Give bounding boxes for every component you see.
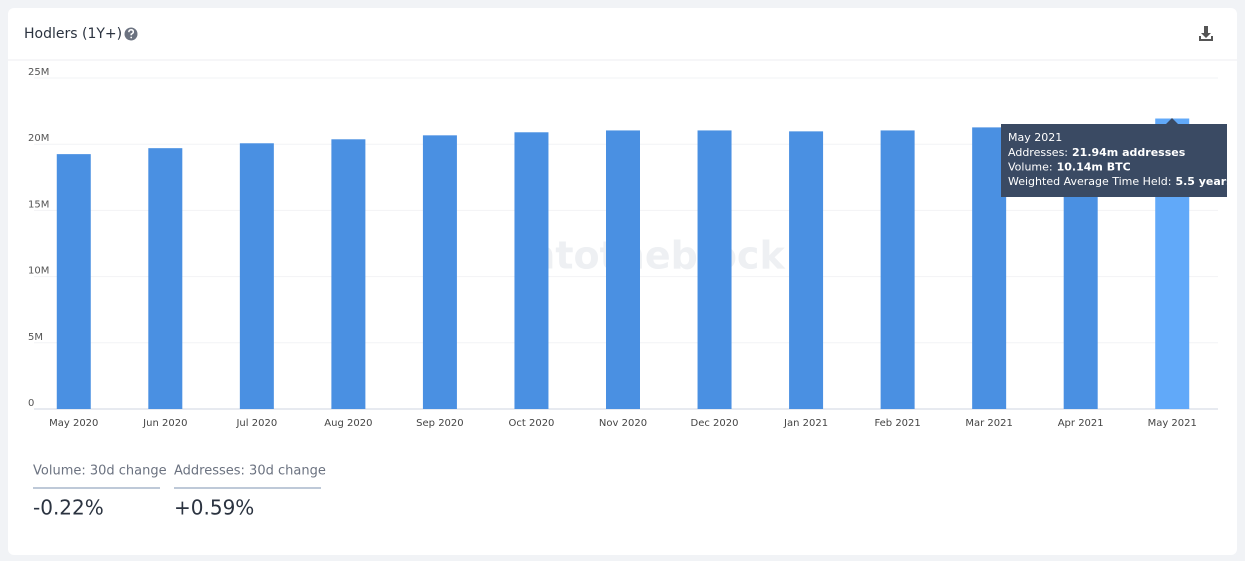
- x-tick-label: Feb 2021: [874, 418, 920, 429]
- tooltip-value: 10.14m BTC: [1057, 161, 1131, 174]
- y-tick-label: 0: [28, 398, 34, 409]
- x-tick-label: Jan 2021: [783, 418, 828, 429]
- x-tick-label: Nov 2020: [599, 418, 647, 429]
- widget-title: Hodlers (1Y+): [24, 26, 122, 42]
- stat-value: -0.22%: [33, 496, 104, 520]
- tooltip-row: Volume: 10.14m BTC: [1008, 161, 1131, 174]
- bar: [422, 135, 457, 409]
- x-tick-label: Apr 2021: [1058, 418, 1104, 429]
- bar: [239, 143, 274, 409]
- tooltip-value: 5.5 years: [1175, 175, 1233, 188]
- tooltip-label: Addresses:: [1008, 146, 1068, 159]
- bar: [789, 131, 824, 410]
- tooltip-label: Weighted Average Time Held:: [1008, 175, 1171, 188]
- plot: intotheblock 0 5M 10M 15M 20M 25M May 2020 Jun 2…: [28, 67, 1218, 429]
- y-tick-label: 10M: [28, 266, 49, 277]
- tooltip-row: Weighted Average Time Held: 5.5 years: [1008, 175, 1233, 188]
- x-tick-label: Jul 2020: [235, 418, 277, 429]
- tooltip-row: Addresses: 21.94m addresses: [1008, 146, 1186, 159]
- bar: [331, 139, 366, 409]
- x-tick-label: May 2020: [49, 418, 98, 429]
- stat-label: Addresses: 30d change: [174, 464, 326, 479]
- x-tick-label: Sep 2020: [416, 418, 463, 429]
- stats: Volume: 30d change -0.22% Addresses: 30d c…: [33, 464, 326, 520]
- bar: [514, 132, 549, 409]
- y-tick-label: 20M: [28, 133, 49, 144]
- stat-label: Volume: 30d change: [33, 464, 167, 479]
- y-tick-label: 15M: [28, 199, 49, 210]
- bar: [697, 130, 732, 409]
- bar: [880, 130, 915, 409]
- download-button[interactable]: [1199, 26, 1213, 41]
- tooltip-title: May 2021: [1008, 131, 1062, 144]
- tooltip-value: 21.94m addresses: [1072, 146, 1186, 159]
- stat-value: +0.59%: [174, 496, 254, 520]
- x-tick-label: May 2021: [1148, 418, 1197, 429]
- help-icon[interactable]: [124, 27, 138, 41]
- bar: [56, 154, 91, 409]
- x-tick-label: Dec 2020: [691, 418, 739, 429]
- bar: [972, 127, 1007, 410]
- x-tick-label: Oct 2020: [509, 418, 555, 429]
- tooltip-label: Volume:: [1008, 161, 1053, 174]
- y-tick-label: 25M: [28, 67, 49, 78]
- bar: [606, 130, 640, 409]
- bar: [148, 148, 183, 409]
- x-tick-label: Jun 2020: [142, 418, 187, 429]
- y-tick-label: 5M: [28, 332, 43, 343]
- x-tick-label: Aug 2020: [324, 418, 372, 429]
- tooltip: May 2021 Addresses: 21.94m addresses Volume…: [1001, 118, 1233, 197]
- x-tick-label: Mar 2021: [965, 418, 1013, 429]
- watermark: intotheblock: [515, 234, 785, 278]
